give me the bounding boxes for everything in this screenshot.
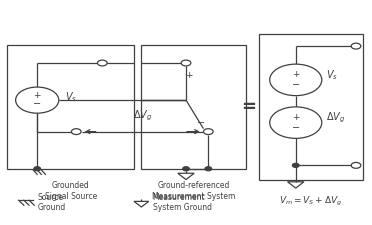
Text: Source
Ground: Source Ground (37, 193, 65, 212)
Circle shape (34, 167, 41, 171)
Text: +: + (185, 71, 193, 80)
Circle shape (203, 129, 213, 135)
Text: +: + (292, 113, 299, 122)
Circle shape (270, 107, 322, 138)
Circle shape (270, 64, 322, 96)
Text: +: + (292, 70, 299, 79)
Circle shape (292, 163, 299, 167)
Circle shape (351, 43, 361, 49)
Circle shape (16, 87, 59, 113)
Bar (141, 45, 246, 169)
Text: −: − (33, 99, 41, 109)
Bar (7, 45, 134, 169)
Text: $V_m = V_S + \Delta V_g$: $V_m = V_S + \Delta V_g$ (279, 195, 342, 208)
Text: Measurement
System Ground: Measurement System Ground (153, 193, 212, 212)
Text: −: − (197, 118, 205, 128)
Circle shape (183, 167, 189, 171)
Circle shape (351, 162, 361, 168)
Text: −: − (292, 123, 300, 133)
Circle shape (205, 167, 212, 171)
Text: Grounded
Signal Source: Grounded Signal Source (45, 181, 97, 200)
Circle shape (181, 60, 191, 66)
Circle shape (71, 129, 81, 135)
Text: =: = (241, 98, 256, 116)
Bar (259, 34, 363, 180)
Text: −: − (292, 80, 300, 90)
Circle shape (97, 60, 107, 66)
Text: +: + (33, 91, 41, 100)
Text: $\Delta V_g$: $\Delta V_g$ (132, 109, 152, 123)
Text: $V_s$: $V_s$ (326, 68, 338, 82)
Text: $\Delta V_g$: $\Delta V_g$ (326, 111, 346, 125)
Text: Ground-referenced
Measurement System: Ground-referenced Measurement System (152, 181, 235, 200)
Text: $V_s$: $V_s$ (65, 90, 77, 104)
